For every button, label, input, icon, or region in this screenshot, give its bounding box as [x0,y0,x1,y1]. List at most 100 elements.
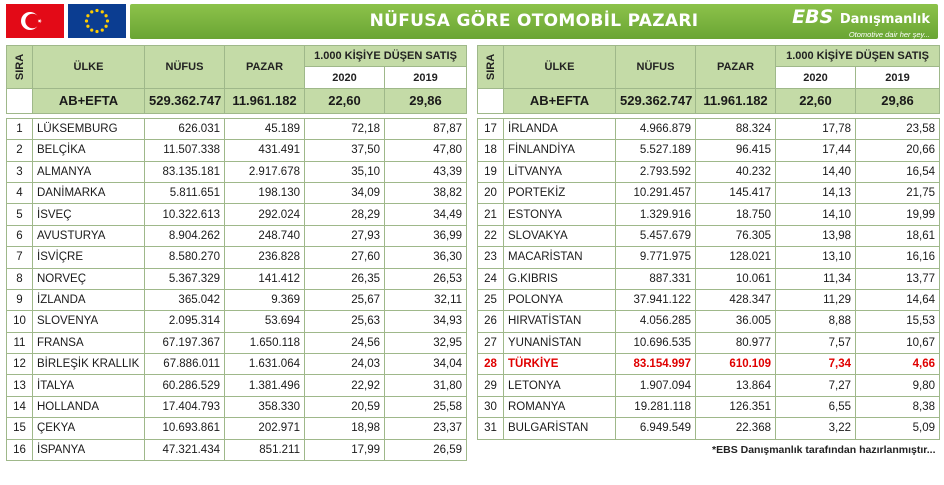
population-cell: 8.904.262 [144,224,225,248]
sales-2020-cell: 13,10 [775,246,856,269]
market-cell: 45.189 [224,117,305,141]
sales-2019-cell: 36,99 [383,224,468,248]
sales-2020-cell: 24,56 [304,331,385,355]
sales-2020-cell: 17,44 [775,139,856,162]
sales-2020-cell: 7,27 [775,374,856,397]
sales-2019-cell: 16,54 [854,160,941,183]
sales-2019-cell: 34,49 [383,203,468,226]
table-row: 18 FİNLANDİYA 5.527.189 96.415 17,44 20,66 [477,139,941,162]
market-cell: 9.369 [224,288,305,312]
population-cell: 37.941.122 [615,288,696,312]
population-cell: 2.793.592 [615,160,696,183]
ranking-table-left: SIRA ÜLKE NÜFUS PAZAR 1.000 KİŞİYE DÜŞEN… [6,44,468,462]
table-row: 14 HOLLANDA 17.404.793 358.330 20,59 25,58 [6,395,468,419]
country-cell: İSPANYA [32,438,145,462]
sales-2019-cell: 36,30 [383,246,468,269]
market-cell: 202.971 [224,417,305,440]
country-cell: LÜKSEMBURG [32,117,145,141]
country-cell: HIRVATİSTAN [503,310,616,333]
population-cell: 10.322.613 [144,203,225,226]
sales-2020-cell: 37,50 [304,139,385,162]
logo-brand-b: Danışmanlık [839,12,930,27]
country-cell: ROMANYA [503,395,616,419]
sales-2020-cell: 17,99 [304,438,385,462]
rank-cell: 13 [6,374,33,397]
total-row: AB+EFTA 529.362.747 11.961.182 22,60 29,… [477,87,941,114]
rank-cell: 14 [6,395,33,419]
table-row: 15 ÇEKYA 10.693.861 202.971 18,98 23,37 [6,417,468,440]
market-cell: 13.864 [695,374,776,397]
population-cell: 10.693.861 [144,417,225,440]
logo-slogan: Otomotive dair her şey... [848,30,930,39]
population-cell: 67.197.367 [144,331,225,355]
table-row: 3 ALMANYA 83.135.181 2.917.678 35,10 43,39 [6,160,468,183]
page-title: NÜFUSA GÖRE OTOMOBİL PAZARI [369,11,699,31]
sales-2020-cell: 26,35 [304,267,385,290]
market-cell: 851.211 [224,438,305,462]
col-sira-header: SIRA [477,45,504,89]
population-cell: 1.329.916 [615,203,696,226]
country-cell: İSVEÇ [32,203,145,226]
rank-cell: 3 [6,160,33,183]
sales-2019-cell: 20,66 [854,139,941,162]
rank-cell: 1 [6,117,33,141]
col-ulke-header: ÜLKE [503,45,616,89]
rank-cell: 24 [477,267,504,290]
col-group-header: 1.000 KİŞİYE DÜŞEN SATIŞ [303,44,468,68]
population-cell: 4.056.285 [615,310,696,333]
rank-cell: 16 [6,438,33,462]
sales-2019-cell: 26,59 [383,438,468,462]
table-row: 27 YUNANİSTAN 10.696.535 80.977 7,57 10,67 [477,331,941,355]
market-cell: 141.412 [224,267,305,290]
sales-2020-cell: 13,98 [775,224,856,248]
market-cell: 88.324 [695,117,776,141]
table-row: 16 İSPANYA 47.321.434 851.211 17,99 26,59 [6,438,468,462]
population-cell: 10.696.535 [615,331,696,355]
population-cell: 5.367.329 [144,267,225,290]
col-ulke-header: ÜLKE [32,45,145,89]
population-cell: 8.580.270 [144,246,225,269]
population-cell: 83.154.997 [615,353,696,376]
table-row: 30 ROMANYA 19.281.118 126.351 6,55 8,38 [477,395,941,419]
table-row: 25 POLONYA 37.941.122 428.347 11,29 14,64 [477,288,941,312]
country-cell: PORTEKİZ [503,181,616,205]
rank-cell: 30 [477,395,504,419]
market-cell: 431.491 [224,139,305,162]
total-2020: 22,60 [304,87,385,114]
turkey-flag-icon [6,4,64,38]
table-row: 17 İRLANDA 4.966.879 88.324 17,78 23,58 [477,117,941,141]
rank-cell: 20 [477,181,504,205]
country-cell: ALMANYA [32,160,145,183]
market-cell: 36.005 [695,310,776,333]
sales-2020-cell: 7,57 [775,331,856,355]
sales-2019-cell: 13,77 [854,267,941,290]
table-row: 4 DANİMARKA 5.811.651 198.130 34,09 38,82 [6,181,468,205]
table-row: 21 ESTONYA 1.329.916 18.750 14,10 19,99 [477,203,941,226]
population-cell: 4.966.879 [615,117,696,141]
sales-2020-cell: 3,22 [775,417,856,440]
col-2020-header: 2020 [304,66,385,89]
country-cell: İSVİÇRE [32,246,145,269]
country-cell: LİTVANYA [503,160,616,183]
rank-cell: 15 [6,417,33,440]
rank-cell: 5 [6,203,33,226]
total-2019: 29,86 [383,87,468,114]
col-sira-header: SIRA [6,45,33,89]
sales-2020-cell: 17,78 [775,117,856,141]
country-cell: ESTONYA [503,203,616,226]
sales-2019-cell: 38,82 [383,181,468,205]
population-cell: 5.527.189 [615,139,696,162]
sales-2020-cell: 8,88 [775,310,856,333]
country-cell: TÜRKİYE [503,353,616,376]
population-cell: 365.042 [144,288,225,312]
country-cell: BİRLEŞİK KRALLIK [32,353,145,376]
population-cell: 11.507.338 [144,139,225,162]
col-nufus-header: NÜFUS [144,45,225,89]
country-cell: YUNANİSTAN [503,331,616,355]
sales-2020-cell: 72,18 [304,117,385,141]
table-row: 11 FRANSA 67.197.367 1.650.118 24,56 32,95 [6,331,468,355]
rank-cell: 22 [477,224,504,248]
page-header: NÜFUSA GÖRE OTOMOBİL PAZARI EBS Danışman… [0,0,944,44]
rank-cell: 17 [477,117,504,141]
rank-cell: 31 [477,417,504,440]
